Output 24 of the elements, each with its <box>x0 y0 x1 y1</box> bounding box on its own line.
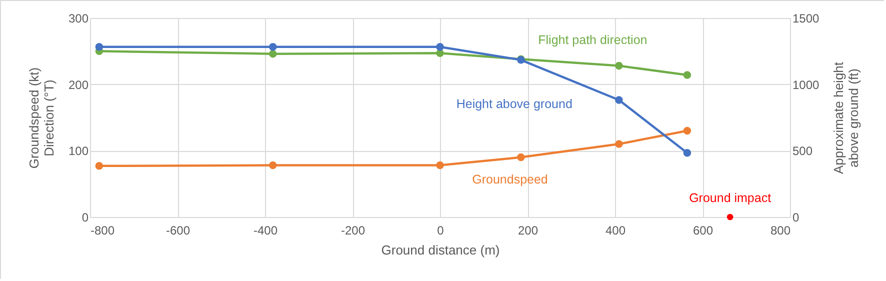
x-tick-label: 200 <box>518 224 538 238</box>
y-axis-title: Groundspeed (kt) Direction (°T) <box>26 67 56 169</box>
y-tick-label: 300 <box>68 12 89 26</box>
x-tick-label: -600 <box>166 224 190 238</box>
y2-axis-title: Approximate height above ground (ft) <box>831 62 862 174</box>
series-label: Ground impact <box>689 191 772 205</box>
x-tick-label: 800 <box>770 224 791 238</box>
x-tick-label: 600 <box>692 224 714 238</box>
y2-tick-label: 0 <box>792 210 800 224</box>
x-tick-label: -800 <box>90 224 115 238</box>
x-axis-title: Ground distance (m) <box>381 242 500 258</box>
y2-tick-label: 1500 <box>792 12 820 26</box>
y-tick-label: 0 <box>82 210 89 224</box>
y-tick-label: 100 <box>68 144 89 158</box>
series-label: Groundspeed <box>472 172 548 186</box>
series-label: Flight path direction <box>538 32 648 47</box>
x-tick-label: 400 <box>605 224 626 238</box>
x-tick-label: -400 <box>253 224 278 238</box>
y2-tick-label: 1000 <box>792 78 820 92</box>
y2-tick-label: 500 <box>792 144 813 158</box>
y-tick-label: 200 <box>68 78 89 92</box>
x-tick-label: -200 <box>340 224 366 238</box>
series-label: Height above ground <box>456 96 572 111</box>
x-tick-label: 0 <box>437 224 444 238</box>
